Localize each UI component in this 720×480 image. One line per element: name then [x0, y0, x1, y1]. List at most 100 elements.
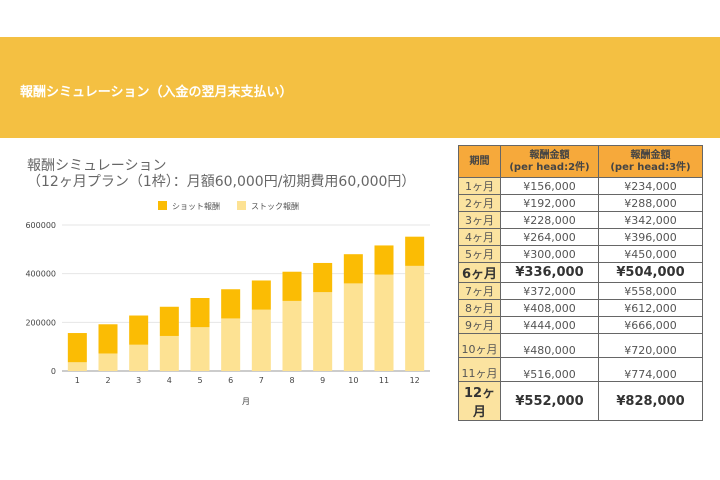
x-axis-label: 月	[242, 397, 250, 406]
stock-bar	[159, 335, 179, 371]
amount-2-cell: ¥336,000	[500, 262, 599, 283]
legend-swatch	[237, 201, 246, 210]
amount-3-cell: ¥720,000	[598, 333, 703, 358]
amount-3-cell: ¥234,000	[598, 177, 703, 195]
x-tick-label: 1	[75, 376, 80, 385]
stock-bar	[343, 283, 363, 371]
amount-2-cell: ¥516,000	[500, 357, 599, 382]
x-tick-label: 9	[320, 376, 325, 385]
shot-bar	[405, 236, 425, 266]
x-tick-label: 12	[410, 376, 420, 385]
amount-2-cell: ¥264,000	[500, 228, 599, 246]
table-row: 7ヶ月 ¥372,000 ¥558,000	[458, 282, 703, 300]
header-amount-3: 報酬金額 (per head:3件)	[598, 145, 703, 178]
stock-bar	[67, 362, 87, 371]
table-row: 9ヶ月 ¥444,000 ¥666,000	[458, 316, 703, 334]
reward-table: 期間 報酬金額 (per head:2件) 報酬金額 (per head:3件)…	[458, 145, 703, 421]
table-row: 6ヶ月 ¥336,000 ¥504,000	[458, 262, 703, 283]
period-cell: 3ヶ月	[458, 211, 501, 229]
x-tick-label: 11	[379, 376, 389, 385]
legend-label: ストック報酬	[251, 202, 299, 211]
amount-3-cell: ¥396,000	[598, 228, 703, 246]
amount-3-cell: ¥666,000	[598, 316, 703, 334]
amount-2-cell: ¥192,000	[500, 194, 599, 212]
x-tick-label: 3	[136, 376, 141, 385]
y-tick-label: 200000	[25, 318, 56, 327]
table-row: 1ヶ月 ¥156,000 ¥234,000	[458, 177, 703, 195]
shot-bar	[98, 324, 118, 354]
amount-2-cell: ¥228,000	[500, 211, 599, 229]
amount-2-cell: ¥372,000	[500, 282, 599, 300]
stock-bar	[405, 265, 425, 371]
header-band: 報酬シミュレーション（入金の翌月末支払い）	[0, 37, 720, 138]
x-tick-label: 2	[105, 376, 110, 385]
shot-bar	[313, 262, 333, 293]
header-period: 期間	[458, 145, 501, 178]
x-tick-label: 10	[348, 376, 358, 385]
period-cell: 7ヶ月	[458, 282, 501, 300]
amount-3-cell: ¥828,000	[598, 381, 703, 421]
amount-3-cell: ¥774,000	[598, 357, 703, 382]
period-cell: 5ヶ月	[458, 245, 501, 263]
shot-bar	[343, 254, 363, 284]
shot-bar	[129, 315, 149, 345]
legend-swatch	[158, 201, 167, 210]
period-cell: 9ヶ月	[458, 316, 501, 334]
period-cell: 12ヶ月	[458, 381, 501, 421]
shot-bar	[67, 333, 87, 363]
amount-2-cell: ¥408,000	[500, 299, 599, 317]
x-tick-label: 6	[228, 376, 233, 385]
shot-bar	[190, 298, 210, 328]
amount-3-cell: ¥612,000	[598, 299, 703, 317]
stock-bar	[374, 274, 394, 371]
legend-label: ショット報酬	[172, 202, 220, 211]
table-row: 3ヶ月 ¥228,000 ¥342,000	[458, 211, 703, 229]
stock-bar	[129, 344, 149, 371]
stock-bar	[98, 353, 118, 371]
stock-bar	[282, 300, 302, 371]
table-row: 11ヶ月 ¥516,000 ¥774,000	[458, 357, 703, 382]
page-title: 報酬シミュレーション（入金の翌月末支払い）	[20, 85, 293, 100]
amount-3-cell: ¥504,000	[598, 262, 703, 283]
y-tick-label: 0	[51, 367, 56, 376]
table-row: 12ヶ月 ¥552,000 ¥828,000	[458, 381, 703, 421]
x-tick-label: 8	[289, 376, 294, 385]
amount-3-cell: ¥558,000	[598, 282, 703, 300]
amount-2-cell: ¥480,000	[500, 333, 599, 358]
table-row: 10ヶ月 ¥480,000 ¥720,000	[458, 333, 703, 358]
amount-3-cell: ¥450,000	[598, 245, 703, 263]
x-tick-label: 4	[167, 376, 172, 385]
table-row: 4ヶ月 ¥264,000 ¥396,000	[458, 228, 703, 246]
chart-title: 報酬シミュレーション （12ヶ月プラン（1枠）：月額60,000円/初期費用60…	[27, 158, 416, 190]
amount-3-cell: ¥288,000	[598, 194, 703, 212]
shot-bar	[159, 306, 179, 336]
period-cell: 11ヶ月	[458, 357, 501, 382]
amount-2-cell: ¥552,000	[500, 381, 599, 421]
y-tick-label: 400000	[25, 270, 56, 279]
period-cell: 2ヶ月	[458, 194, 501, 212]
header-amount-2: 報酬金額 (per head:2件)	[500, 145, 599, 178]
stock-bar	[251, 309, 271, 371]
amount-2-cell: ¥300,000	[500, 245, 599, 263]
amount-3-cell: ¥342,000	[598, 211, 703, 229]
x-tick-label: 5	[197, 376, 202, 385]
shot-bar	[221, 289, 241, 319]
period-cell: 1ヶ月	[458, 177, 501, 195]
stock-bar	[221, 318, 241, 371]
table-row: 8ヶ月 ¥408,000 ¥612,000	[458, 299, 703, 317]
period-cell: 10ヶ月	[458, 333, 501, 358]
shot-bar	[251, 280, 271, 310]
x-tick-label: 7	[259, 376, 264, 385]
table-row: 5ヶ月 ¥300,000 ¥450,000	[458, 245, 703, 263]
stock-bar	[313, 292, 333, 371]
period-cell: 6ヶ月	[458, 262, 501, 283]
shot-bar	[282, 271, 302, 301]
table-row: 2ヶ月 ¥192,000 ¥288,000	[458, 194, 703, 212]
amount-2-cell: ¥156,000	[500, 177, 599, 195]
stock-bar	[190, 327, 210, 371]
period-cell: 8ヶ月	[458, 299, 501, 317]
amount-2-cell: ¥444,000	[500, 316, 599, 334]
shot-bar	[374, 245, 394, 275]
period-cell: 4ヶ月	[458, 228, 501, 246]
